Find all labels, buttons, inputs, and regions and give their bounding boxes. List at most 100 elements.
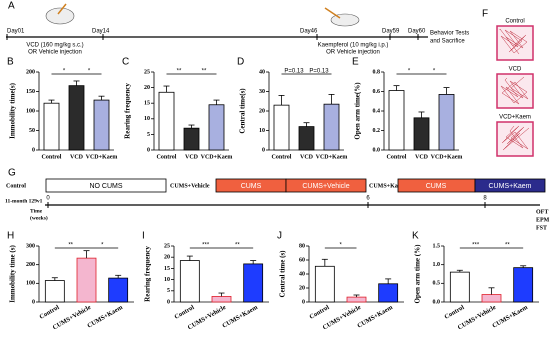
bar: [183, 127, 200, 151]
y-axis-label: Open arm time(%): [354, 82, 362, 140]
y-tick-label: 40: [259, 69, 265, 75]
time-tick-label: 6: [366, 196, 370, 202]
significance-label: P=0.13: [284, 69, 304, 75]
y-tick-label: 100: [26, 108, 35, 114]
x-tick-label: Control: [272, 154, 292, 160]
significance-label: **: [177, 69, 182, 75]
phase-label: CUMS: [241, 183, 262, 190]
bar: [211, 295, 232, 303]
strain-label: 11-month 129v1: [5, 198, 43, 204]
track-path: [501, 125, 530, 151]
treatment-label: OR Vehicle injection: [28, 50, 82, 56]
treatment-label: VCD (160 mg/kg s.c.): [26, 43, 83, 49]
y-tick-label: 10: [164, 277, 170, 283]
panel-label: J: [277, 231, 282, 242]
bar: [273, 104, 290, 151]
bar: [179, 260, 200, 303]
x-tick-label: VCD+Kaem: [316, 154, 348, 160]
y-axis-label: Rearing frequency: [124, 83, 132, 139]
y-tick-label: 300: [26, 243, 35, 249]
y-tick-label: 50: [29, 128, 35, 134]
test-label: FST: [536, 225, 547, 231]
panel-label: K: [412, 231, 419, 242]
bar: [243, 263, 264, 303]
phase-label: CUMS+Vehicle: [302, 183, 349, 190]
day-label: Day46: [300, 29, 318, 35]
significance-label: P=0.13: [309, 69, 329, 75]
track-path: [500, 76, 529, 105]
y-axis-label: Open arm time (%): [414, 244, 422, 304]
y-tick-label: 10: [259, 128, 265, 134]
y-tick-label: 10: [144, 116, 150, 122]
x-tick-label: Control: [387, 154, 407, 160]
x-tick-label: VCD+Kaem: [431, 154, 463, 160]
significance-label: *: [339, 243, 342, 249]
y-tick-label: 25: [164, 243, 170, 249]
y-tick-label: 200: [26, 69, 35, 75]
time-axis-label: (weeks): [30, 214, 48, 221]
significance-label: **: [202, 69, 207, 75]
phase-label: NO CUMS: [89, 183, 122, 190]
treatment-label: OR Vehicle injection: [326, 50, 380, 56]
y-tick-label: 5: [167, 288, 170, 294]
y-tick-label: 1.0: [433, 262, 441, 268]
y-tick-label: 0.0: [373, 147, 381, 153]
phase-label: CUMS+Kaem: [489, 183, 532, 190]
y-tick-label: 150: [26, 89, 35, 95]
y-tick-label: 0.8: [373, 69, 381, 75]
y-tick-label: 30: [259, 89, 265, 95]
treatment-label: Kaempferol (10 mg/kg i.p.): [318, 43, 389, 49]
significance-label: ***: [472, 243, 480, 249]
y-axis-label: Central time (s): [279, 250, 287, 298]
y-tick-label: 25: [144, 69, 150, 75]
test-label: EPM: [536, 217, 550, 223]
y-tick-label: 60: [299, 257, 305, 263]
track-panel: Control VCD VCD+Kaem: [496, 19, 534, 157]
significance-label: **: [505, 243, 510, 249]
panel-label: D: [237, 57, 244, 68]
y-tick-label: 100: [26, 281, 35, 287]
y-tick-label: 0: [167, 299, 170, 305]
bar: [43, 102, 60, 151]
bar: [388, 90, 405, 151]
phase-box: [285, 178, 367, 193]
y-tick-label: 200: [26, 262, 35, 268]
x-tick-label: VCD+Kaem: [201, 154, 233, 160]
panel-label: E: [352, 57, 359, 68]
panel-label: F: [482, 9, 488, 20]
track-arena: [496, 73, 534, 109]
bar: [108, 277, 129, 303]
y-tick-label: 5: [147, 132, 150, 138]
y-tick-label: 0: [32, 299, 35, 305]
y-axis-label: Immobility time (s): [9, 245, 17, 303]
mouse-icon: [45, 7, 75, 25]
x-tick-label: Control: [308, 304, 330, 321]
x-tick-label: Control: [443, 304, 465, 321]
y-axis-label: Rearing frequency: [144, 246, 152, 302]
phase-label: CUMS: [426, 183, 447, 190]
group-label: Control: [6, 183, 26, 189]
panel-label: H: [7, 231, 14, 242]
time-tick-label: 8: [483, 196, 487, 202]
y-tick-label: 0.6: [373, 89, 381, 95]
bar: [76, 257, 97, 303]
track-path: [499, 28, 528, 55]
significance-label: **: [235, 243, 240, 249]
bar: [158, 91, 175, 151]
panel-label: A: [8, 1, 15, 12]
group-label: CUMS+Vehicle: [170, 183, 210, 189]
x-tick-label: CUMS+Kaem: [86, 304, 124, 330]
significance-label: *: [433, 69, 436, 75]
bar: [323, 103, 340, 151]
y-tick-label: 0.2: [373, 128, 381, 134]
x-tick-label: VCD: [415, 154, 429, 160]
significance-label: ***: [202, 243, 210, 249]
x-tick-label: Control: [157, 154, 177, 160]
day-label: Day01: [7, 29, 25, 35]
x-tick-label: VCD+Kaem: [86, 154, 118, 160]
group-label: CUMS+Kaem: [369, 183, 405, 189]
bar: [68, 85, 85, 151]
x-tick-label: CUMS+Kaem: [221, 304, 259, 330]
significance-label: **: [68, 243, 73, 249]
track-label: VCD+Kaem: [499, 115, 531, 121]
